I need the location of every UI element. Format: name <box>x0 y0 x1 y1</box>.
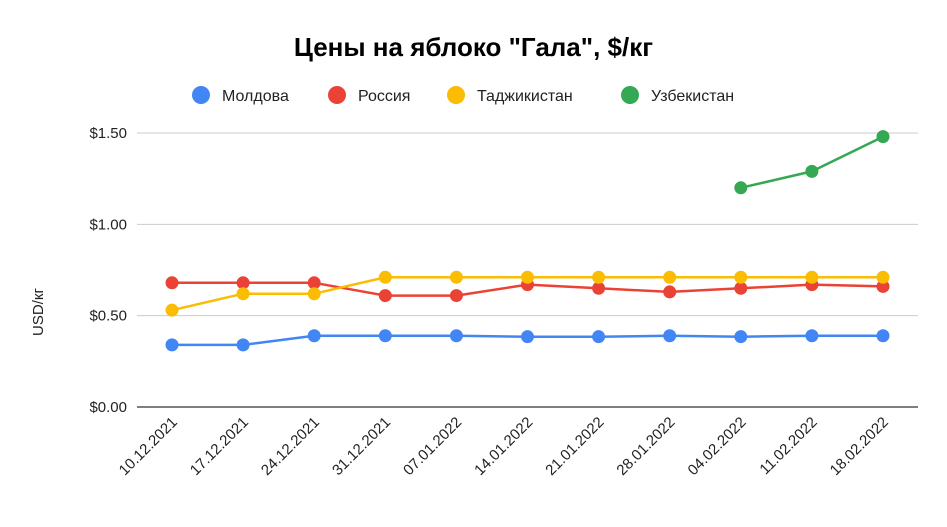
series-layer <box>165 130 890 352</box>
legend-item: Россия <box>328 86 410 105</box>
data-point <box>663 329 677 343</box>
legend-label: Таджикистан <box>477 88 573 105</box>
series-0 <box>165 329 890 352</box>
series-3 <box>734 130 890 195</box>
x-tick-label: 07.01.2022 <box>400 414 465 479</box>
data-point <box>663 285 677 299</box>
x-tick-label: 14.01.2022 <box>471 414 536 479</box>
data-point <box>521 270 534 284</box>
data-point <box>876 130 890 144</box>
data-point <box>734 330 748 344</box>
x-tick-label: 21.01.2022 <box>542 414 607 479</box>
y-axis-title: USD/кг <box>30 288 47 336</box>
legend-label: Молдова <box>222 88 289 105</box>
data-point <box>592 281 606 295</box>
chart-title: Цены на яблоко "Гала", $/кг <box>294 32 653 62</box>
x-tick-label: 24.12.2021 <box>258 414 323 479</box>
data-point <box>307 287 321 301</box>
data-point <box>165 303 179 317</box>
series-line <box>739 135 885 190</box>
data-point <box>734 281 748 295</box>
data-point <box>449 289 463 303</box>
data-point <box>236 276 250 290</box>
x-tick-label: 18.02.2022 <box>827 414 892 479</box>
data-point <box>165 338 179 352</box>
data-point <box>805 329 819 343</box>
legend-item: Молдова <box>192 86 289 105</box>
y-tick-label: $0.00 <box>89 399 127 416</box>
legend-label: Узбекистан <box>651 88 734 105</box>
legend-marker-icon <box>621 86 639 104</box>
x-tick-label: 28.01.2022 <box>613 414 678 479</box>
data-point <box>378 270 392 284</box>
data-point <box>592 330 606 344</box>
data-point <box>165 276 179 290</box>
data-point <box>449 270 463 284</box>
data-point <box>805 164 819 178</box>
y-tick-label: $0.50 <box>89 308 127 325</box>
data-point <box>592 270 606 284</box>
data-point <box>449 329 463 343</box>
data-point <box>876 270 890 284</box>
data-point <box>805 270 819 284</box>
gridlines <box>137 132 918 408</box>
data-point <box>734 270 748 284</box>
series-2 <box>165 270 890 317</box>
y-axis-ticks: $0.00 $0.50 $1.00 $1.50 <box>89 125 127 416</box>
x-tick-label: 31.12.2021 <box>329 414 394 479</box>
legend-label: Россия <box>358 88 410 105</box>
y-tick-label: $1.50 <box>89 125 127 142</box>
data-point <box>663 270 677 284</box>
data-point <box>307 329 321 343</box>
data-point <box>876 329 890 343</box>
data-point <box>236 287 250 301</box>
y-tick-label: $1.00 <box>89 216 127 233</box>
data-point <box>876 279 890 293</box>
legend-marker-icon <box>447 86 465 104</box>
x-tick-label: 17.12.2021 <box>187 414 252 479</box>
legend: Молдова Россия Таджикистан Узбекистан <box>192 86 734 105</box>
data-point <box>378 289 392 303</box>
data-point <box>307 276 321 290</box>
data-point <box>734 181 748 195</box>
data-point <box>521 330 534 344</box>
x-tick-label: 10.12.2021 <box>116 414 181 479</box>
series-1 <box>165 276 890 303</box>
legend-marker-icon <box>192 86 210 104</box>
x-tick-label: 11.02.2022 <box>756 414 820 478</box>
legend-marker-icon <box>328 86 346 104</box>
x-axis-ticks: 10.12.2021 17.12.2021 24.12.2021 31.12.2021… <box>116 414 892 479</box>
data-point <box>378 329 392 343</box>
legend-item: Таджикистан <box>447 86 573 105</box>
data-point <box>236 338 250 352</box>
legend-item: Узбекистан <box>621 86 734 105</box>
x-tick-label: 04.02.2022 <box>685 414 750 479</box>
